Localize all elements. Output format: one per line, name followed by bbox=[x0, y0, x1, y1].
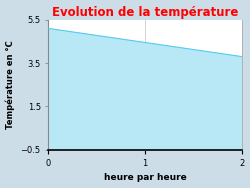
Y-axis label: Température en °C: Température en °C bbox=[6, 40, 15, 129]
X-axis label: heure par heure: heure par heure bbox=[104, 174, 186, 182]
Title: Evolution de la température: Evolution de la température bbox=[52, 6, 238, 19]
